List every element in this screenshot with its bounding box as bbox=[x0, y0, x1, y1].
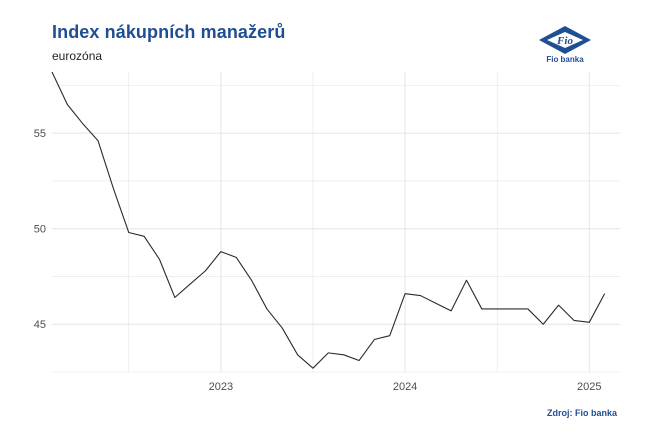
x-tick-label: 2023 bbox=[209, 381, 233, 393]
svg-text:Fio: Fio bbox=[556, 35, 573, 47]
source-note: Zdroj: Fio banka bbox=[546, 408, 617, 418]
fio-banka-logo: Fio Fio banka bbox=[537, 24, 593, 66]
axis-ticks: 45 50 55 2023 2024 2025 bbox=[34, 128, 602, 393]
x-tick-label: 2025 bbox=[577, 381, 601, 393]
y-tick-label: 55 bbox=[34, 128, 46, 140]
pmi-series-line bbox=[51, 71, 606, 369]
chart-subtitle: eurozóna bbox=[52, 49, 103, 63]
chart-grid bbox=[52, 72, 620, 373]
x-tick-label: 2024 bbox=[393, 381, 417, 393]
logo-label: Fio banka bbox=[546, 55, 584, 64]
y-tick-label: 45 bbox=[34, 319, 46, 331]
fio-flag-icon: Fio bbox=[539, 26, 591, 54]
chart-title: Index nákupních manažerů bbox=[52, 22, 286, 42]
y-tick-label: 50 bbox=[34, 224, 46, 236]
